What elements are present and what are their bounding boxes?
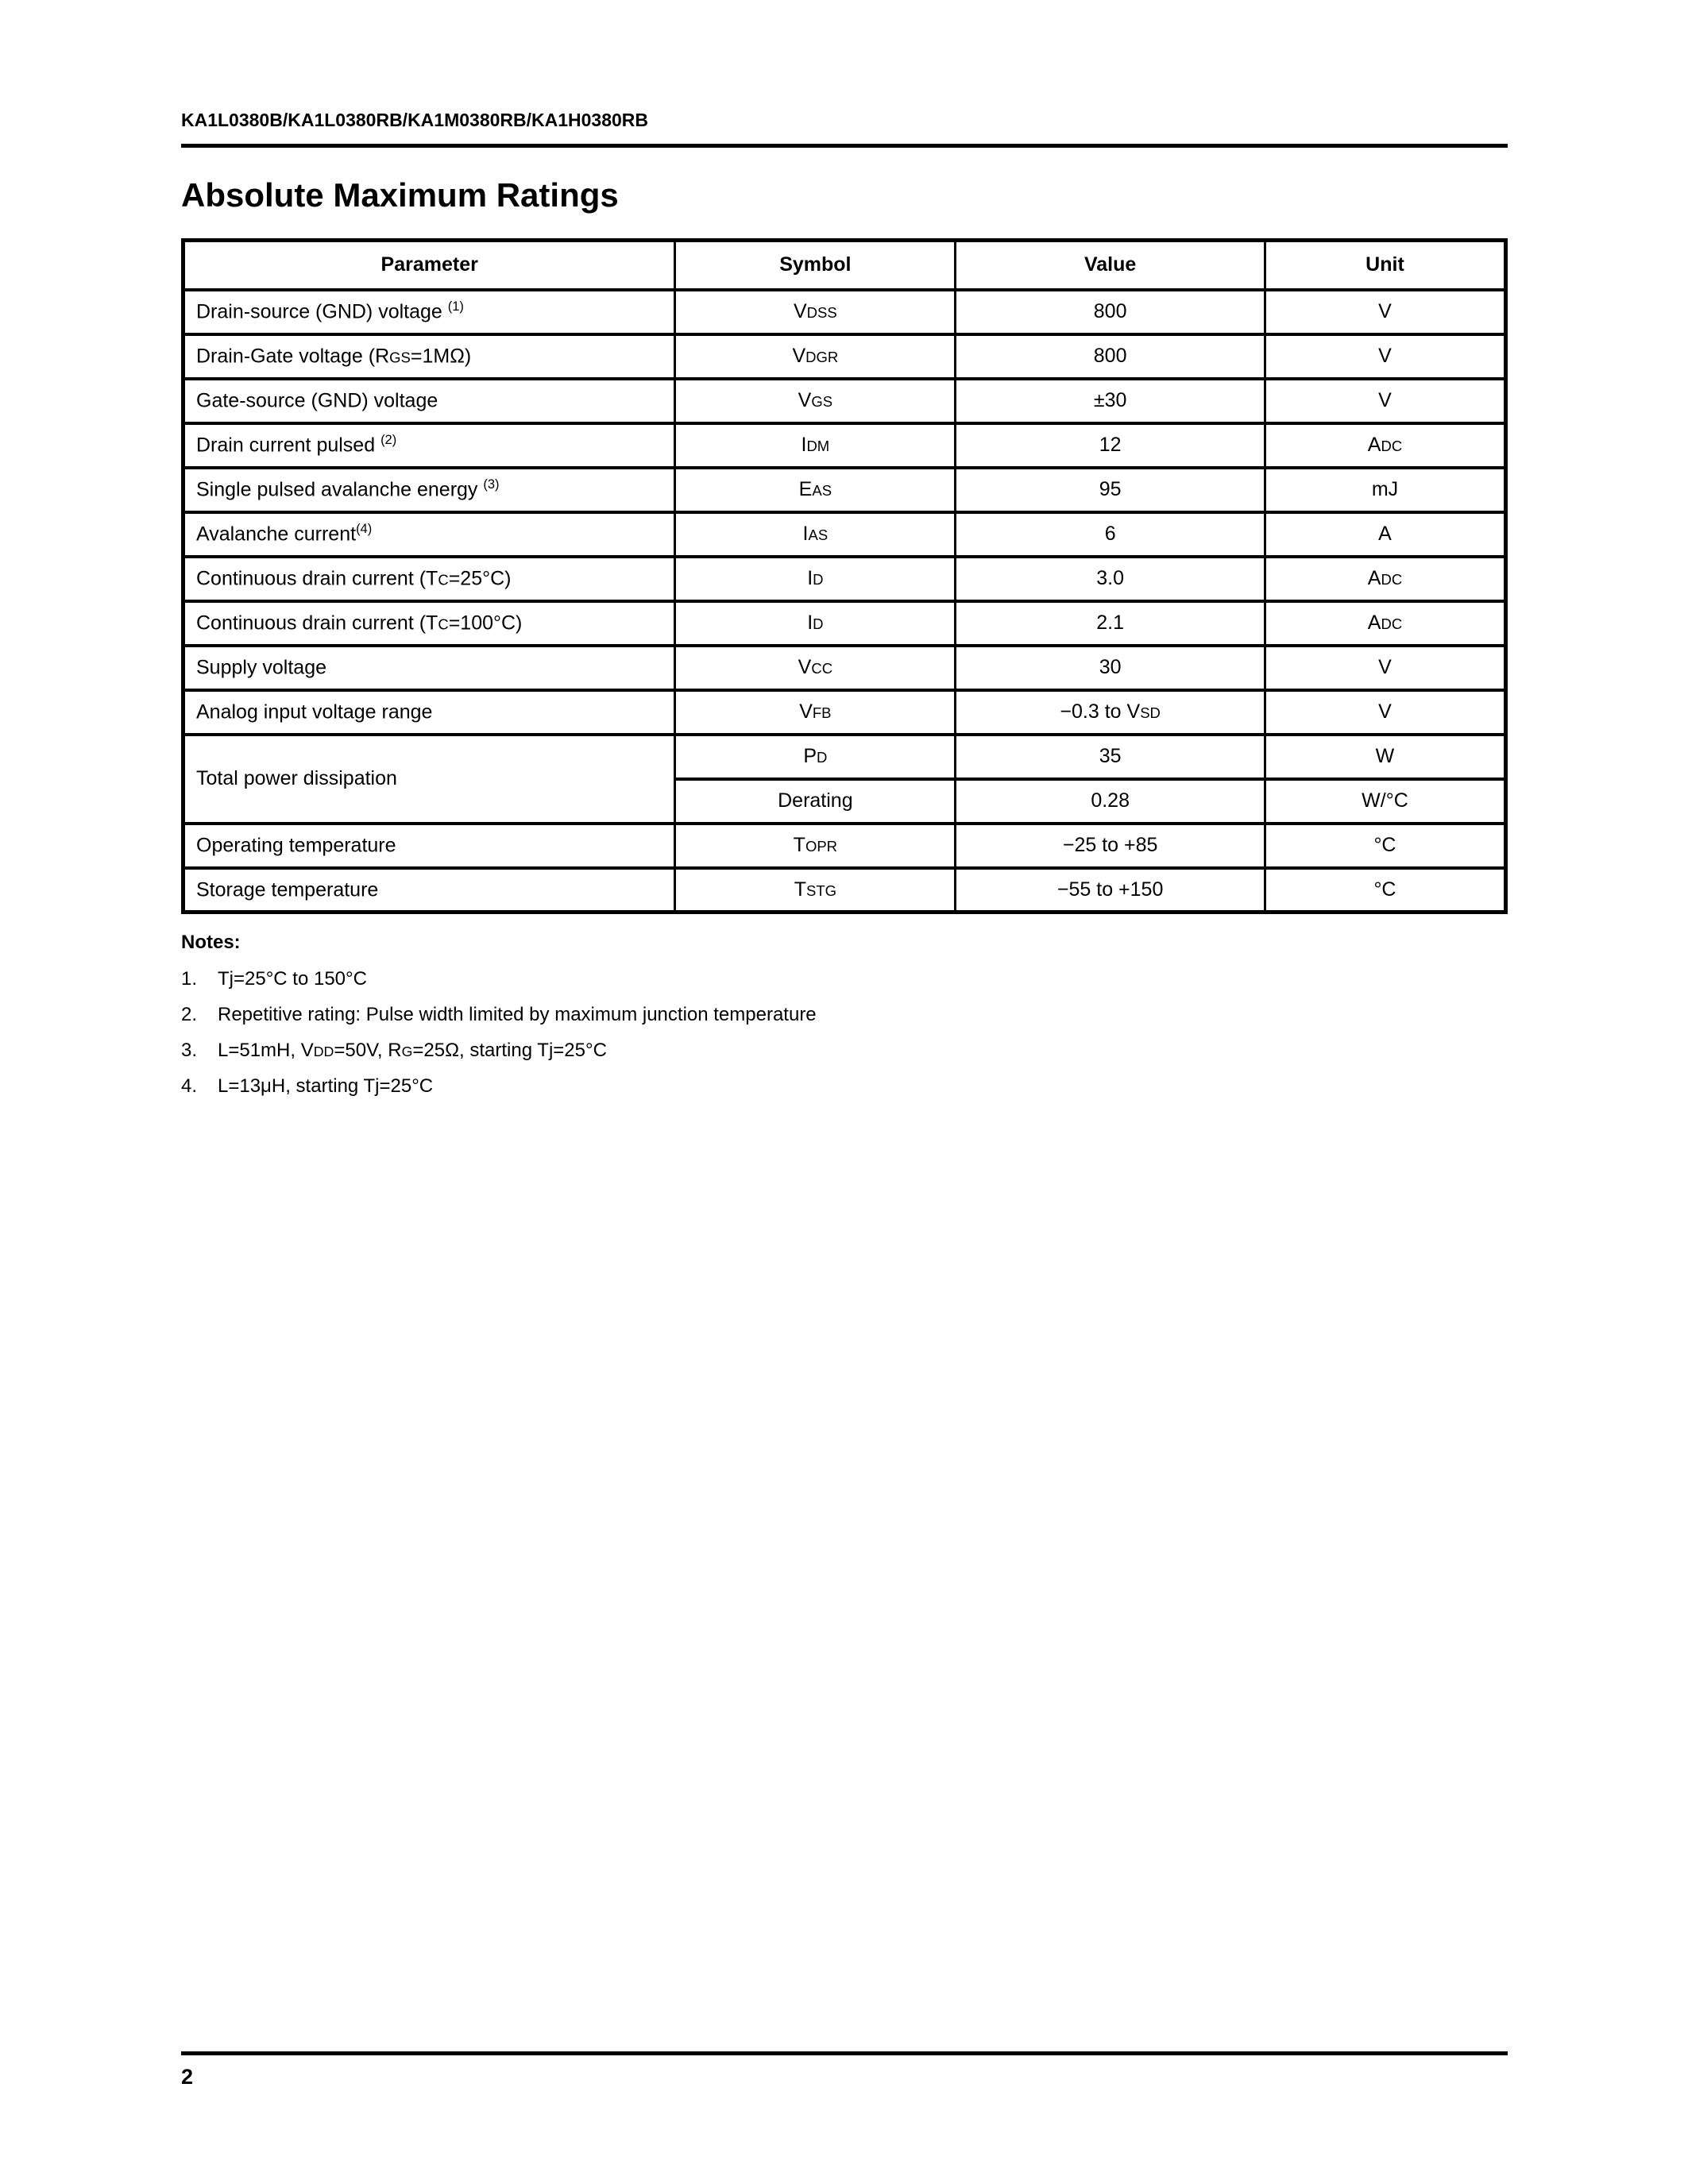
- unit-cell: W: [1263, 732, 1508, 781]
- note-number: 3.: [181, 1040, 198, 1061]
- unit-cell: ADC: [1263, 421, 1508, 469]
- parameter-cell: Analog input voltage range: [181, 688, 677, 736]
- value-cell: 3.0: [954, 554, 1266, 603]
- value-cell: 30: [954, 643, 1266, 692]
- parameter-cell: Operating temperature: [181, 821, 677, 870]
- symbol-cell: Derating: [674, 777, 957, 825]
- note-item: 2. Repetitive rating: Pulse width limite…: [181, 997, 1508, 1033]
- unit-cell: A: [1263, 510, 1508, 558]
- page-content: KA1L0380B/KA1L0380RB/KA1M0380RB/KA1H0380…: [181, 0, 1508, 1105]
- notes-section: Notes: 1. Tj=25°C to 150°C 2. Repetitive…: [181, 932, 1508, 1105]
- header-divider-rule: [181, 144, 1508, 148]
- table-row: Total power dissipation PD 35 W: [181, 732, 1508, 825]
- document-header-part-numbers: KA1L0380B/KA1L0380RB/KA1M0380RB/KA1H0380…: [181, 110, 649, 130]
- parameter-cell: Avalanche current(4): [181, 510, 677, 558]
- unit-cell: mJ: [1263, 465, 1508, 514]
- symbol-cell: TSTG: [674, 866, 957, 914]
- symbol-cell: VDSS: [674, 287, 957, 336]
- symbol-cell: VFB: [674, 688, 957, 736]
- table-row: Drain-source (GND) voltage (1) VDSS 800 …: [181, 287, 1508, 336]
- note-number: 4.: [181, 1075, 198, 1097]
- symbol-cell: ID: [674, 599, 957, 647]
- unit-cell: V: [1263, 376, 1508, 425]
- parameter-cell: Drain-Gate voltage (RGS=1MΩ): [181, 332, 677, 380]
- value-cell: −55 to +150: [954, 866, 1266, 914]
- note-item: 3. L=51mH, VDD=50V, RG=25Ω, starting Tj=…: [181, 1033, 1508, 1069]
- parameter-cell: Single pulsed avalanche energy (3): [181, 465, 677, 514]
- table-row: Supply voltage VCC 30 V: [181, 643, 1508, 692]
- page-title: Absolute Maximum Ratings: [181, 176, 619, 214]
- value-cell: 35: [954, 732, 1266, 781]
- table-row: Drain current pulsed (2) IDM 12 ADC: [181, 421, 1508, 469]
- symbol-cell: IAS: [674, 510, 957, 558]
- table-row: Single pulsed avalanche energy (3) EAS 9…: [181, 465, 1508, 514]
- parameter-cell: Storage temperature: [181, 866, 677, 914]
- parameter-cell: Drain-source (GND) voltage (1): [181, 287, 677, 336]
- value-cell: 0.28: [954, 777, 1266, 825]
- table-row: Storage temperature TSTG −55 to +150 °C: [181, 866, 1508, 914]
- note-item: 4. L=13μH, starting Tj=25°C: [181, 1069, 1508, 1105]
- unit-cell: °C: [1263, 866, 1508, 914]
- footer-divider-rule: [181, 2051, 1508, 2055]
- parameter-cell-total-power-dissipation: Total power dissipation: [181, 732, 677, 825]
- table-row: Continuous drain current (TC=100°C) ID 2…: [181, 599, 1508, 647]
- table-row: Continuous drain current (TC=25°C) ID 3.…: [181, 554, 1508, 603]
- unit-cell: V: [1263, 287, 1508, 336]
- value-cell: 95: [954, 465, 1266, 514]
- symbol-cell: IDM: [674, 421, 957, 469]
- symbol-cell: VCC: [674, 643, 957, 692]
- value-cell: 2.1: [954, 599, 1266, 647]
- table-row: Gate-source (GND) voltage VGS ±30 V: [181, 376, 1508, 425]
- parameter-cell: Drain current pulsed (2): [181, 421, 677, 469]
- value-cell: −0.3 to VSD: [954, 688, 1266, 736]
- symbol-cell: VGS: [674, 376, 957, 425]
- parameter-cell: Continuous drain current (TC=100°C): [181, 599, 677, 647]
- note-text: L=13μH, starting Tj=25°C: [218, 1075, 434, 1097]
- table-row: Drain-Gate voltage (RGS=1MΩ) VDGR 800 V: [181, 332, 1508, 380]
- column-header-value: Value: [954, 238, 1266, 291]
- table-header-row: Parameter Symbol Value Unit: [181, 238, 1508, 291]
- value-cell: 800: [954, 332, 1266, 380]
- table-row: Operating temperature TOPR −25 to +85 °C: [181, 821, 1508, 870]
- symbol-cell: PD: [674, 732, 957, 781]
- note-item: 1. Tj=25°C to 150°C: [181, 962, 1508, 997]
- note-text: Repetitive rating: Pulse width limited b…: [218, 1004, 817, 1025]
- value-cell: 12: [954, 421, 1266, 469]
- note-number: 2.: [181, 1004, 198, 1025]
- unit-cell: W/°C: [1263, 777, 1508, 825]
- column-header-symbol: Symbol: [674, 238, 957, 291]
- note-number: 1.: [181, 968, 198, 990]
- parameter-cell: Gate-source (GND) voltage: [181, 376, 677, 425]
- symbol-cell: TOPR: [674, 821, 957, 870]
- symbol-cell: EAS: [674, 465, 957, 514]
- parameter-cell: Supply voltage: [181, 643, 677, 692]
- value-cell: 6: [954, 510, 1266, 558]
- unit-cell: °C: [1263, 821, 1508, 870]
- note-text: Tj=25°C to 150°C: [218, 968, 367, 990]
- column-header-parameter: Parameter: [181, 238, 677, 291]
- unit-cell: ADC: [1263, 599, 1508, 647]
- column-header-unit: Unit: [1263, 238, 1508, 291]
- unit-cell: V: [1263, 688, 1508, 736]
- unit-cell: ADC: [1263, 554, 1508, 603]
- symbol-cell: ID: [674, 554, 957, 603]
- symbol-cell: VDGR: [674, 332, 957, 380]
- unit-cell: V: [1263, 643, 1508, 692]
- value-cell: ±30: [954, 376, 1266, 425]
- note-text: L=51mH, VDD=50V, RG=25Ω, starting Tj=25°…: [218, 1040, 607, 1061]
- unit-cell: V: [1263, 332, 1508, 380]
- table-row-derating: Derating 0.28 W/°C: [183, 777, 1508, 825]
- notes-heading: Notes:: [181, 932, 241, 953]
- value-cell: −25 to +85: [954, 821, 1266, 870]
- table-row: Analog input voltage range VFB −0.3 to V…: [181, 688, 1508, 736]
- parameter-cell: Continuous drain current (TC=25°C): [181, 554, 677, 603]
- page-number: 2: [181, 2065, 194, 2089]
- absolute-maximum-ratings-table: Parameter Symbol Value Unit Drain-source…: [181, 238, 1508, 914]
- table-row: Avalanche current(4) IAS 6 A: [181, 510, 1508, 558]
- value-cell: 800: [954, 287, 1266, 336]
